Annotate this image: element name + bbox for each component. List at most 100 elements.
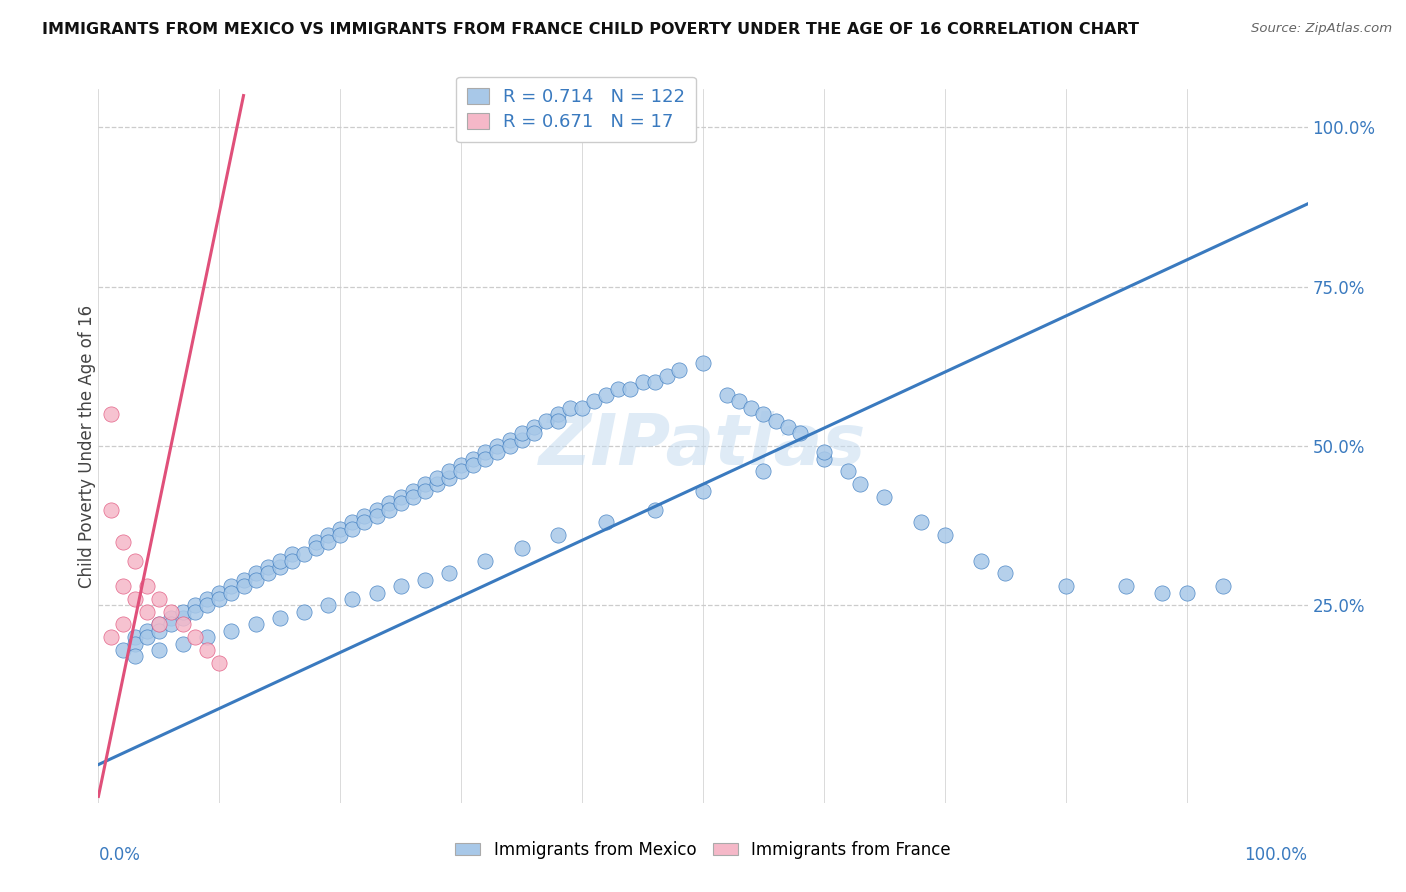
Point bbox=[208, 656, 231, 670]
Point bbox=[329, 522, 352, 536]
Point bbox=[402, 490, 425, 504]
Point bbox=[245, 573, 267, 587]
Point bbox=[486, 439, 509, 453]
Point bbox=[450, 465, 472, 479]
Point bbox=[148, 624, 170, 638]
Point bbox=[195, 591, 218, 606]
Point bbox=[281, 554, 304, 568]
Point bbox=[595, 516, 617, 530]
Point bbox=[245, 566, 267, 581]
Point bbox=[160, 617, 183, 632]
Point bbox=[1054, 579, 1077, 593]
Point bbox=[631, 376, 654, 390]
Point bbox=[245, 617, 267, 632]
Point bbox=[184, 605, 207, 619]
Point bbox=[474, 445, 496, 459]
Point bbox=[232, 573, 254, 587]
Point bbox=[366, 509, 388, 524]
Point bbox=[160, 611, 183, 625]
Point bbox=[124, 636, 146, 650]
Point bbox=[740, 401, 762, 415]
Point bbox=[269, 611, 291, 625]
Point bbox=[450, 458, 472, 472]
Point bbox=[644, 376, 666, 390]
Point bbox=[316, 528, 339, 542]
Point bbox=[124, 649, 146, 664]
Point bbox=[510, 541, 533, 555]
Point bbox=[437, 465, 460, 479]
Point bbox=[595, 388, 617, 402]
Point bbox=[837, 465, 859, 479]
Point bbox=[148, 643, 170, 657]
Point bbox=[184, 599, 207, 613]
Point bbox=[547, 407, 569, 421]
Point bbox=[160, 605, 183, 619]
Point bbox=[111, 617, 134, 632]
Point bbox=[583, 394, 606, 409]
Point bbox=[135, 630, 157, 644]
Point bbox=[934, 528, 956, 542]
Point bbox=[510, 426, 533, 441]
Point bbox=[463, 458, 485, 472]
Point bbox=[547, 413, 569, 427]
Point bbox=[910, 516, 932, 530]
Point bbox=[195, 599, 218, 613]
Point bbox=[752, 465, 775, 479]
Point bbox=[366, 585, 388, 599]
Point bbox=[849, 477, 872, 491]
Text: 0.0%: 0.0% bbox=[98, 846, 141, 863]
Point bbox=[100, 407, 122, 421]
Point bbox=[111, 579, 134, 593]
Point bbox=[510, 433, 533, 447]
Point bbox=[353, 509, 375, 524]
Text: IMMIGRANTS FROM MEXICO VS IMMIGRANTS FROM FRANCE CHILD POVERTY UNDER THE AGE OF : IMMIGRANTS FROM MEXICO VS IMMIGRANTS FRO… bbox=[42, 22, 1139, 37]
Point bbox=[619, 382, 641, 396]
Point bbox=[172, 636, 194, 650]
Point bbox=[994, 566, 1017, 581]
Point bbox=[124, 591, 146, 606]
Point bbox=[1175, 585, 1198, 599]
Point bbox=[413, 573, 436, 587]
Point bbox=[426, 471, 449, 485]
Point bbox=[195, 630, 218, 644]
Point bbox=[1115, 579, 1137, 593]
Point bbox=[342, 591, 364, 606]
Text: ZIPatlas: ZIPatlas bbox=[540, 411, 866, 481]
Point bbox=[305, 534, 328, 549]
Point bbox=[256, 566, 278, 581]
Point bbox=[208, 585, 231, 599]
Point bbox=[256, 560, 278, 574]
Text: 100.0%: 100.0% bbox=[1244, 846, 1308, 863]
Point bbox=[437, 566, 460, 581]
Point bbox=[692, 356, 714, 370]
Point bbox=[135, 624, 157, 638]
Point bbox=[172, 605, 194, 619]
Point bbox=[135, 605, 157, 619]
Point bbox=[148, 591, 170, 606]
Y-axis label: Child Poverty Under the Age of 16: Child Poverty Under the Age of 16 bbox=[79, 304, 96, 588]
Point bbox=[413, 477, 436, 491]
Point bbox=[100, 630, 122, 644]
Point bbox=[100, 502, 122, 516]
Point bbox=[269, 560, 291, 574]
Point bbox=[172, 617, 194, 632]
Point bbox=[292, 605, 315, 619]
Point bbox=[221, 585, 243, 599]
Point bbox=[389, 579, 412, 593]
Point bbox=[426, 477, 449, 491]
Point bbox=[668, 362, 690, 376]
Point bbox=[208, 591, 231, 606]
Point bbox=[342, 516, 364, 530]
Point bbox=[184, 630, 207, 644]
Point bbox=[486, 445, 509, 459]
Point bbox=[716, 388, 738, 402]
Text: Source: ZipAtlas.com: Source: ZipAtlas.com bbox=[1251, 22, 1392, 36]
Point bbox=[873, 490, 896, 504]
Point bbox=[655, 368, 678, 383]
Point bbox=[607, 382, 630, 396]
Point bbox=[728, 394, 751, 409]
Point bbox=[437, 471, 460, 485]
Point bbox=[389, 490, 412, 504]
Point bbox=[813, 445, 835, 459]
Point bbox=[305, 541, 328, 555]
